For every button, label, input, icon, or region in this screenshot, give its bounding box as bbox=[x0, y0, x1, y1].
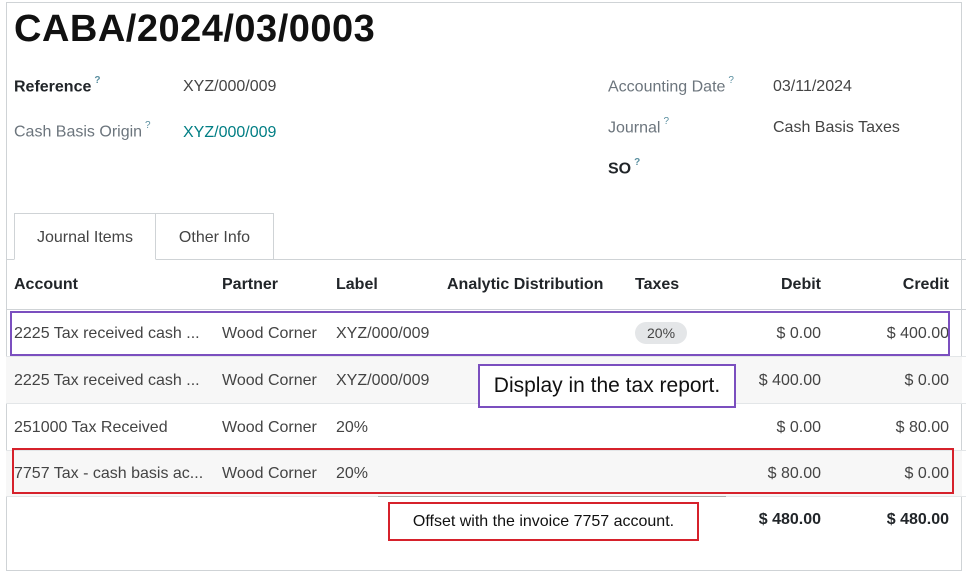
row-highlight-red bbox=[12, 448, 954, 494]
offset-callout: Offset with the invoice 7757 account. bbox=[388, 502, 699, 541]
reference-label: Reference? bbox=[14, 75, 101, 96]
cell-credit[interactable]: $ 0.00 bbox=[904, 465, 949, 482]
cell-account[interactable]: 7757 Tax - cash basis ac... bbox=[14, 465, 204, 482]
cell-account[interactable]: 2225 Tax received cash ... bbox=[14, 325, 200, 342]
cell-label[interactable]: XYZ/000/009 bbox=[336, 372, 430, 389]
cell-debit[interactable]: $ 400.00 bbox=[758, 372, 821, 389]
header-divider bbox=[6, 309, 966, 310]
cell-debit[interactable]: $ 0.00 bbox=[776, 325, 821, 342]
cell-partner[interactable]: Wood Corner bbox=[222, 419, 317, 436]
cell-debit[interactable]: $ 80.00 bbox=[767, 465, 821, 482]
so-label: SO? bbox=[608, 157, 641, 178]
reference-value[interactable]: XYZ/000/009 bbox=[183, 78, 277, 95]
help-icon[interactable]: ? bbox=[728, 75, 734, 86]
accounting-date-label: Accounting Date? bbox=[608, 75, 734, 96]
column-header-debit[interactable]: Debit bbox=[781, 276, 821, 293]
cash-basis-origin-label: Cash Basis Origin? bbox=[14, 120, 151, 141]
table-row[interactable] bbox=[6, 451, 962, 497]
callout-connector bbox=[378, 496, 726, 497]
cell-credit[interactable]: $ 400.00 bbox=[886, 325, 949, 342]
total-debit: $ 480.00 bbox=[758, 511, 821, 528]
cell-label[interactable]: 20% bbox=[336, 465, 369, 482]
cell-credit[interactable]: $ 80.00 bbox=[895, 419, 949, 436]
tax-report-callout: Display in the tax report. bbox=[478, 364, 736, 408]
tab-divider bbox=[6, 259, 966, 260]
cell-partner[interactable]: Wood Corner bbox=[222, 372, 317, 389]
row-divider bbox=[6, 450, 966, 451]
cell-label[interactable]: 20% bbox=[336, 419, 369, 436]
help-icon[interactable]: ? bbox=[94, 75, 101, 86]
tab-other-info[interactable]: Other Info bbox=[156, 213, 274, 260]
cash-basis-origin-link[interactable]: XYZ/000/009 bbox=[183, 124, 277, 141]
column-header-label[interactable]: Label bbox=[336, 276, 378, 293]
cell-partner[interactable]: Wood Corner bbox=[222, 465, 317, 482]
total-credit: $ 480.00 bbox=[886, 511, 949, 528]
journal-value[interactable]: Cash Basis Taxes bbox=[773, 119, 900, 136]
cell-debit[interactable]: $ 0.00 bbox=[776, 419, 821, 436]
cell-label[interactable]: XYZ/000/009 bbox=[336, 325, 430, 342]
cell-account[interactable]: 2225 Tax received cash ... bbox=[14, 372, 200, 389]
help-icon[interactable]: ? bbox=[145, 120, 151, 131]
journal-label: Journal? bbox=[608, 116, 670, 137]
help-icon[interactable]: ? bbox=[663, 116, 670, 127]
cell-partner[interactable]: Wood Corner bbox=[222, 325, 317, 342]
help-icon[interactable]: ? bbox=[634, 157, 641, 168]
cell-account[interactable]: 251000 Tax Received bbox=[14, 419, 168, 436]
entry-title: CABA/2024/03/0003 bbox=[14, 8, 376, 50]
tab-journal-items[interactable]: Journal Items bbox=[14, 213, 156, 260]
tax-badge: 20% bbox=[635, 322, 688, 344]
column-header-credit[interactable]: Credit bbox=[902, 276, 949, 293]
row-highlight-purple bbox=[10, 311, 950, 356]
column-header-partner[interactable]: Partner bbox=[222, 276, 279, 293]
column-header-account[interactable]: Account bbox=[14, 276, 78, 293]
column-header-taxes[interactable]: Taxes bbox=[635, 276, 680, 293]
accounting-date-value[interactable]: 03/11/2024 bbox=[773, 78, 852, 95]
row-divider bbox=[6, 356, 966, 357]
cell-credit[interactable]: $ 0.00 bbox=[904, 372, 949, 389]
column-header-analytic-distribution[interactable]: Analytic Distribution bbox=[447, 276, 604, 293]
